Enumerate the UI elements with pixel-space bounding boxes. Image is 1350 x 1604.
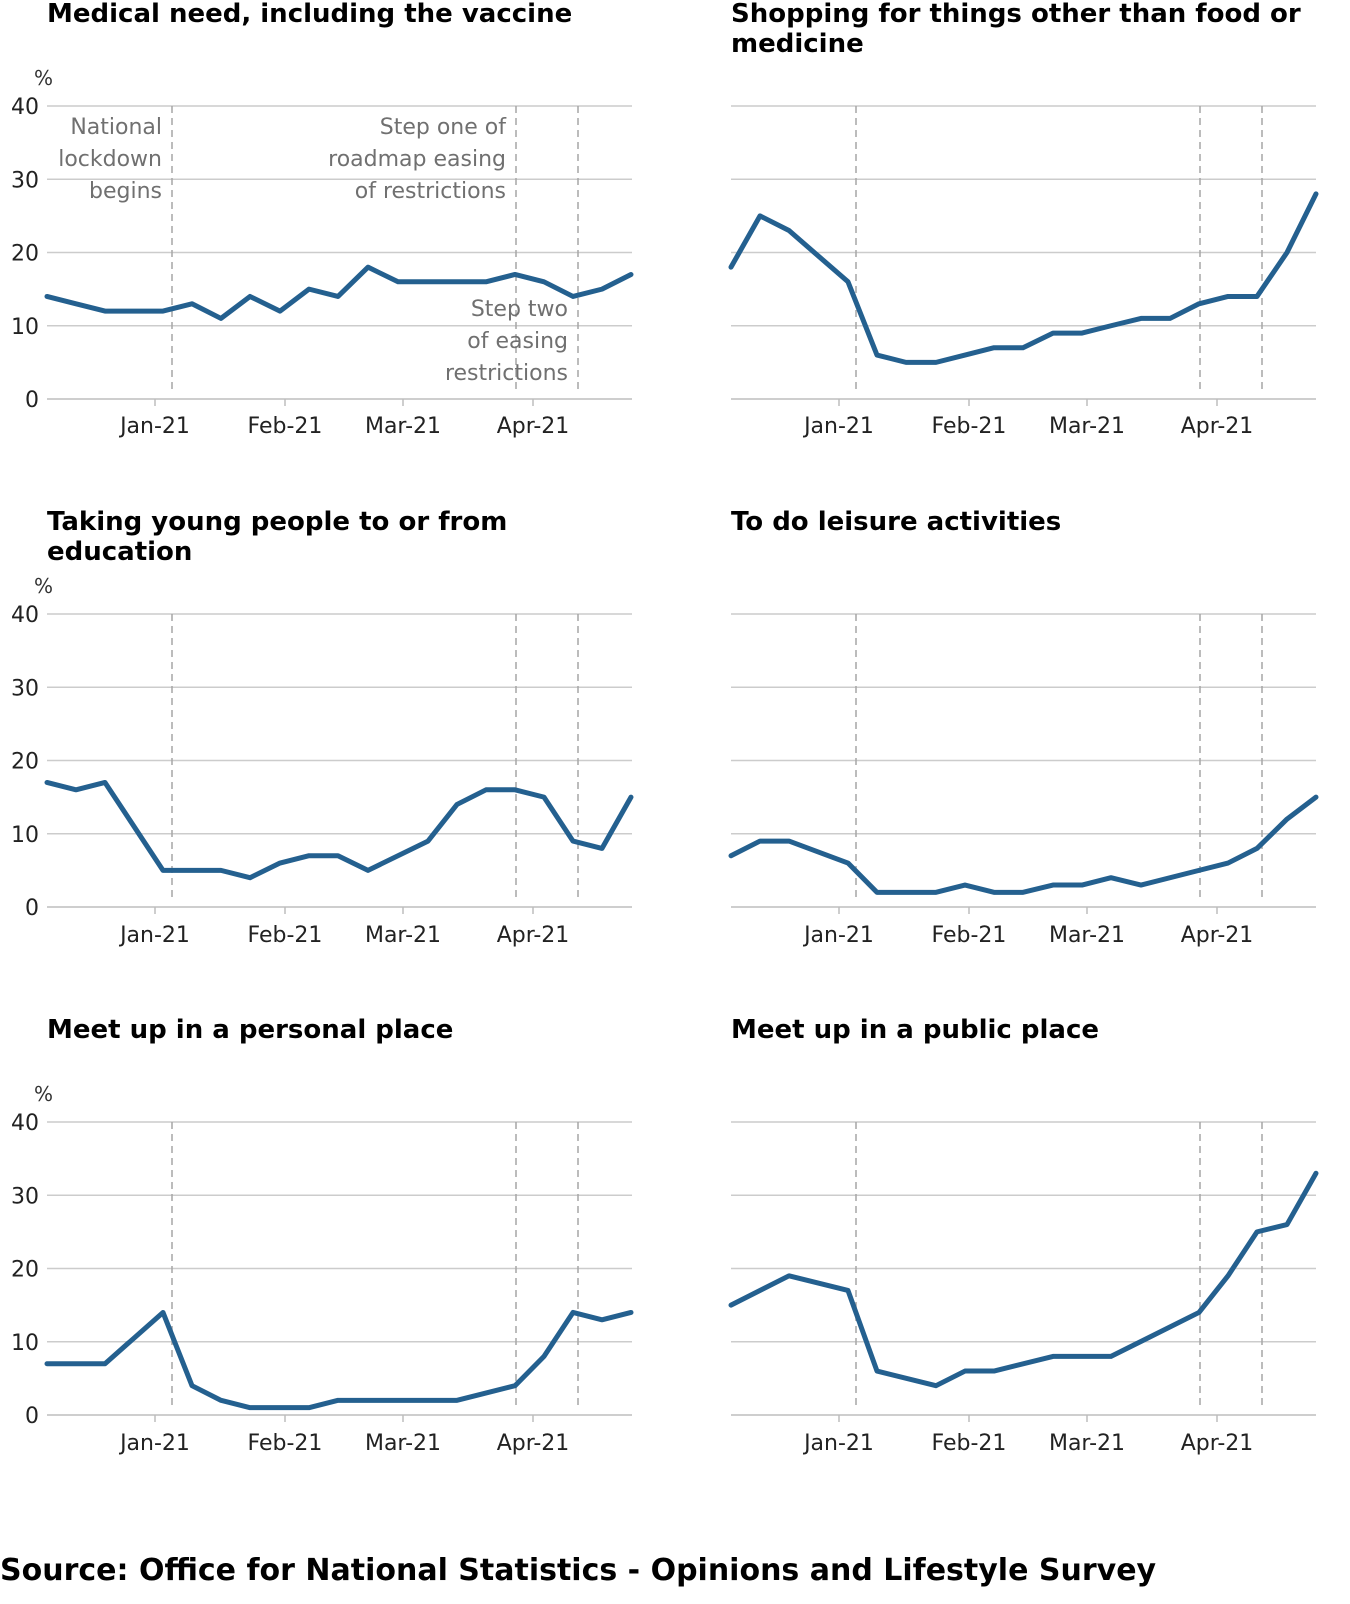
event-annotation: Step one of roadmap easing of restrictions — [328, 115, 507, 204]
chart-panel: To do leisure activities Jan-21 Feb-21 Mar-… — [728, 507, 1319, 948]
x-tick-label: Jan-21 — [802, 1431, 874, 1456]
chart-panel: Shopping for things other than food or me… — [728, 0, 1319, 439]
x-tick-label: Apr-21 — [1181, 1431, 1254, 1456]
x-tick-label: Mar-21 — [1049, 923, 1125, 948]
y-tick-label: 40 — [11, 95, 39, 120]
x-tick-label: Mar-21 — [365, 414, 441, 439]
x-tick-label: Jan-21 — [118, 923, 190, 948]
x-tick-label: Mar-21 — [1049, 1431, 1125, 1456]
x-tick-label: Feb-21 — [248, 923, 323, 948]
event-annotation-line: of easing — [467, 329, 568, 354]
chart-title: Meet up in a public place — [731, 1015, 1099, 1045]
x-tick-label: Jan-21 — [118, 414, 190, 439]
event-annotation-line: Step two — [471, 297, 568, 322]
x-tick-label: Apr-21 — [497, 1431, 570, 1456]
y-tick-label: 40 — [11, 603, 39, 628]
series-line — [728, 1170, 1319, 1389]
event-annotation-line: restrictions — [445, 361, 568, 386]
y-tick-label: 10 — [11, 1331, 39, 1356]
chart-title: Shopping for things other than food or me… — [731, 0, 1301, 59]
y-tick-label: 0 — [25, 896, 39, 921]
series-line — [44, 779, 634, 881]
chart-title: Meet up in a personal place — [47, 1015, 453, 1045]
x-tick-label: Mar-21 — [365, 923, 441, 948]
x-tick-label: Jan-21 — [802, 414, 874, 439]
event-annotation-line: of restrictions — [355, 179, 506, 204]
chart-title-line: Shopping for things other than food or — [731, 0, 1301, 29]
event-annotation-line: lockdown — [58, 147, 162, 172]
chart-title-line: medicine — [731, 29, 864, 59]
x-tick-label: Apr-21 — [1181, 414, 1254, 439]
chart-title-line: Meet up in a public place — [731, 1015, 1099, 1045]
x-tick-label: Mar-21 — [1049, 414, 1125, 439]
x-tick-label: Apr-21 — [497, 414, 570, 439]
y-tick-label: 30 — [11, 676, 39, 701]
x-tick-label: Feb-21 — [248, 1431, 323, 1456]
event-annotation: Step two of easing restrictions — [445, 297, 568, 386]
x-tick-label: Feb-21 — [932, 414, 1007, 439]
event-annotation-line: National — [70, 115, 162, 140]
y-axis-unit: % — [34, 574, 53, 598]
y-tick-label: 40 — [11, 1111, 39, 1136]
y-tick-label: 20 — [11, 750, 39, 775]
chart-title-line: Meet up in a personal place — [47, 1015, 453, 1045]
chart-title: Taking young people to or from education — [47, 507, 507, 567]
event-annotation-line: Step one of — [380, 115, 507, 140]
chart-panel: Taking young people to or from education 0… — [11, 507, 634, 948]
x-tick-label: Mar-21 — [365, 1431, 441, 1456]
chart-title-line: Taking young people to or from — [47, 507, 507, 537]
x-tick-label: Jan-21 — [802, 923, 874, 948]
series-line — [728, 191, 1319, 365]
y-tick-label: 0 — [25, 1404, 39, 1429]
chart-panel: Meet up in a public place Jan-21 Feb-21 Mar… — [728, 1015, 1319, 1456]
x-tick-label: Feb-21 — [932, 923, 1007, 948]
y-axis-unit: % — [34, 1082, 53, 1106]
y-tick-label: 10 — [11, 823, 39, 848]
chart-panel: Meet up in a personal place 0 10 20 30 40% Jan… — [11, 1015, 634, 1456]
event-annotation-line: begins — [89, 179, 162, 204]
event-annotation-line: roadmap easing — [328, 147, 506, 172]
y-tick-label: 30 — [11, 1184, 39, 1209]
y-tick-label: 0 — [25, 388, 39, 413]
chart-title: Medical need, including the vaccine — [47, 0, 572, 29]
chart-title-line: Medical need, including the vaccine — [47, 0, 572, 29]
x-tick-label: Apr-21 — [497, 923, 570, 948]
chart-title: To do leisure activities — [731, 507, 1061, 537]
chart-title-line: To do leisure activities — [731, 507, 1061, 537]
x-tick-label: Jan-21 — [118, 1431, 190, 1456]
x-tick-label: Feb-21 — [248, 414, 323, 439]
y-tick-label: 20 — [11, 242, 39, 267]
chart-title-line: education — [47, 537, 192, 567]
x-tick-label: Feb-21 — [932, 1431, 1007, 1456]
source-note: Source: Office for National Statistics -… — [0, 1553, 1157, 1588]
y-tick-label: 20 — [11, 1258, 39, 1283]
x-tick-label: Apr-21 — [1181, 923, 1254, 948]
y-tick-label: 30 — [11, 168, 39, 193]
event-annotation: National lockdown begins — [58, 115, 162, 204]
y-tick-label: 10 — [11, 315, 39, 340]
chart-panel: Medical need, including the vaccine 0 10 20… — [11, 0, 634, 439]
series-line — [728, 794, 1319, 895]
series-line — [44, 1309, 634, 1411]
y-axis-unit: % — [34, 66, 53, 90]
